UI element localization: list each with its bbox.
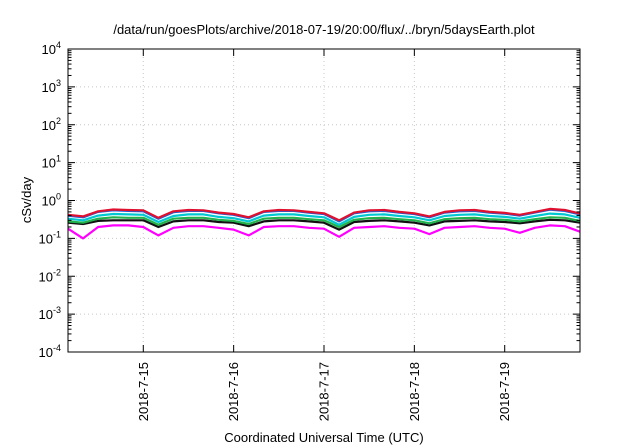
series-line-3 (67, 212, 581, 226)
x-tick-label: 2018-7-18 (407, 362, 422, 421)
y-tick-label: 102 (42, 116, 61, 133)
y-tick-label: 100 (42, 192, 61, 209)
y-tick-label: 101 (42, 154, 61, 171)
x-tick-label: 2018-7-15 (136, 362, 151, 421)
x-ticks: 2018-7-15 2018-7-16 2018-7-17 2018-7-18 2018… (136, 49, 512, 421)
series-line-4 (67, 216, 581, 229)
x-tick-label: 2018-7-16 (226, 362, 241, 421)
series-group (67, 207, 581, 240)
y-tick-label: 10-3 (39, 305, 61, 322)
y-axis-label: cSv/day (19, 176, 34, 223)
y-tick-label: 10-1 (39, 229, 61, 246)
y-tick-label: 10-2 (39, 267, 61, 284)
y-tick-label: 104 (42, 40, 61, 57)
x-tick-label: 2018-7-17 (317, 362, 332, 421)
chart-title: /data/run/goesPlots/archive/2018-07-19/2… (113, 22, 535, 37)
x-tick-label: 2018-7-19 (497, 362, 512, 421)
y-tick-label: 10-4 (39, 343, 61, 360)
series-line-6 (67, 224, 581, 240)
series-line-5 (67, 218, 581, 231)
grid (68, 49, 580, 352)
y-ticks: 10-4 10-3 10-2 10-1 100 101 102 103 104 (39, 40, 580, 360)
y-tick-label: 103 (42, 78, 61, 95)
series-line-1 (67, 207, 581, 222)
x-axis-label: Coordinated Universal Time (UTC) (224, 430, 423, 445)
